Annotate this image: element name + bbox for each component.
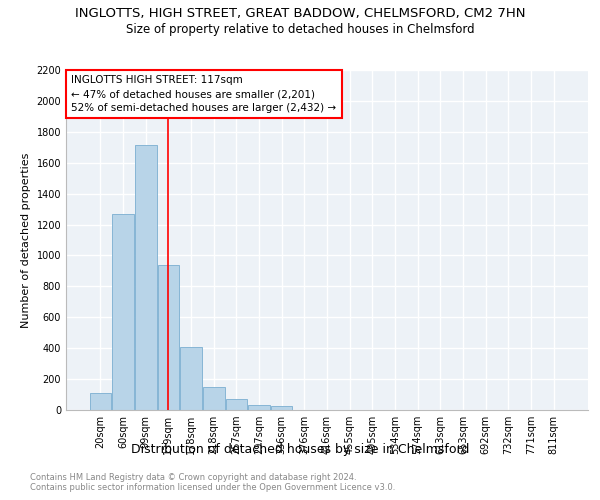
Bar bbox=[158, 264, 179, 410]
Text: INGLOTTS HIGH STREET: 117sqm
← 47% of detached houses are smaller (2,201)
52% of: INGLOTTS HIGH STREET: 117sqm ← 47% of de… bbox=[71, 75, 337, 113]
Bar bbox=[203, 387, 224, 410]
Text: INGLOTTS, HIGH STREET, GREAT BADDOW, CHELMSFORD, CM2 7HN: INGLOTTS, HIGH STREET, GREAT BADDOW, CHE… bbox=[75, 8, 525, 20]
Text: Size of property relative to detached houses in Chelmsford: Size of property relative to detached ho… bbox=[125, 22, 475, 36]
Text: Distribution of detached houses by size in Chelmsford: Distribution of detached houses by size … bbox=[131, 442, 469, 456]
Bar bbox=[112, 214, 134, 410]
Bar bbox=[271, 406, 292, 410]
Bar bbox=[90, 393, 111, 410]
Text: Contains HM Land Registry data © Crown copyright and database right 2024.: Contains HM Land Registry data © Crown c… bbox=[30, 472, 356, 482]
Y-axis label: Number of detached properties: Number of detached properties bbox=[21, 152, 31, 328]
Bar bbox=[135, 145, 157, 410]
Bar bbox=[226, 399, 247, 410]
Bar bbox=[248, 404, 270, 410]
Text: Contains public sector information licensed under the Open Government Licence v3: Contains public sector information licen… bbox=[30, 482, 395, 492]
Bar bbox=[181, 348, 202, 410]
